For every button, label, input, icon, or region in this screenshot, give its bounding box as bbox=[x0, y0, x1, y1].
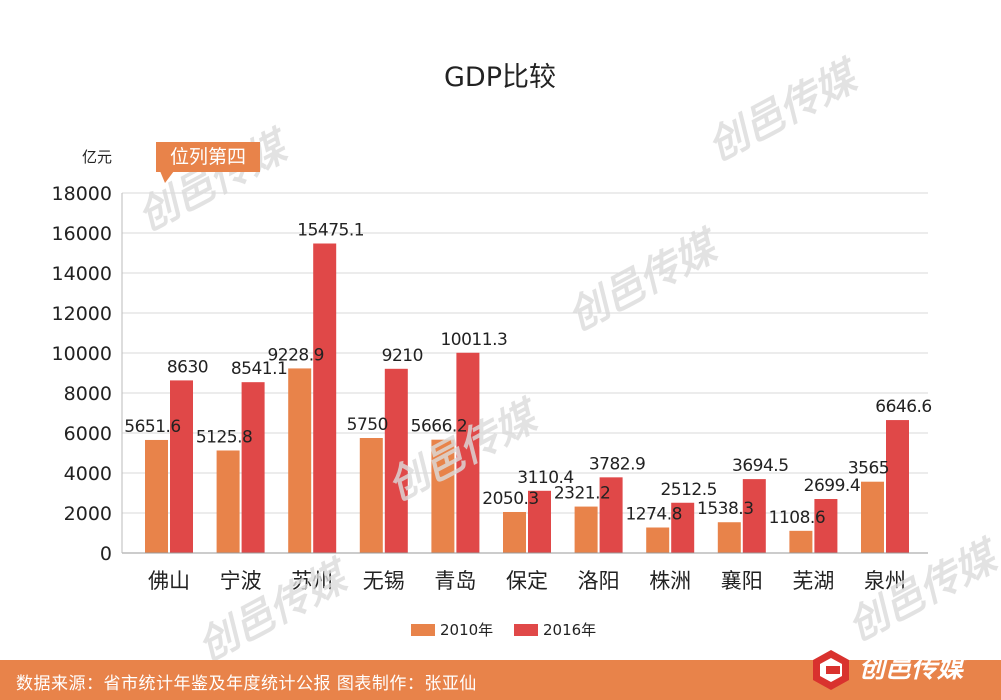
brand-logo-icon bbox=[813, 650, 849, 690]
y-axis-unit-label: 亿元 bbox=[82, 148, 112, 166]
bar-value-label: 5666.2 bbox=[411, 417, 467, 437]
gdp-chart: GDP比较 亿元 0 2000 4000 6000 8000 10000 12000 1400… bbox=[52, 62, 933, 639]
bar-value-label: 8541.1 bbox=[231, 359, 287, 379]
bar-2010 bbox=[574, 506, 598, 553]
x-tick-label: 襄阳 bbox=[721, 569, 763, 593]
y-tick-label: 14000 bbox=[52, 263, 112, 285]
y-tick-label: 18000 bbox=[52, 183, 112, 205]
bar-2010 bbox=[503, 511, 526, 553]
legend-label: 2016年 bbox=[543, 621, 596, 639]
bar-2016 bbox=[313, 243, 337, 554]
x-tick-label: 佛山 bbox=[148, 569, 190, 593]
bar-2016 bbox=[456, 352, 480, 553]
bar-2010 bbox=[145, 439, 168, 553]
bar-2010 bbox=[646, 527, 670, 553]
chart-title: GDP比较 bbox=[444, 62, 556, 93]
bar-2010 bbox=[861, 481, 884, 553]
bar-value-label: 5125.8 bbox=[196, 427, 252, 447]
y-tick-label: 4000 bbox=[64, 463, 112, 485]
bar-2016 bbox=[886, 420, 909, 553]
x-tick-label: 泉州 bbox=[864, 569, 906, 593]
chart-legend: 2010年 2016年 bbox=[411, 621, 596, 639]
x-tick-label: 宁波 bbox=[220, 569, 262, 593]
bar-2016 bbox=[384, 368, 408, 553]
legend-swatch bbox=[411, 624, 435, 636]
brand-name: 创邑传媒 bbox=[859, 654, 964, 684]
y-tick-label: 6000 bbox=[64, 423, 112, 445]
bar-value-label: 1538.3 bbox=[697, 499, 753, 519]
bar-2016 bbox=[241, 382, 265, 553]
bar-value-label: 9210 bbox=[382, 346, 423, 366]
bar-value-label: 3782.9 bbox=[589, 454, 645, 474]
bar-2016 bbox=[170, 380, 193, 553]
bar-2010 bbox=[789, 530, 813, 553]
bar-2010 bbox=[717, 522, 741, 553]
bar-2016 bbox=[671, 502, 695, 553]
x-tick-label: 苏州 bbox=[291, 569, 333, 593]
x-tick-label: 株洲 bbox=[649, 569, 691, 593]
annotation-callout: 位列第四 bbox=[156, 142, 260, 172]
bar-2016 bbox=[742, 479, 766, 553]
bar-2010 bbox=[216, 450, 240, 553]
bar-value-label: 3694.5 bbox=[732, 456, 788, 476]
x-tick-label: 青岛 bbox=[434, 569, 476, 593]
bar-2016 bbox=[599, 477, 623, 553]
bar-value-label: 1108.6 bbox=[769, 508, 825, 528]
bar-2016 bbox=[528, 490, 551, 553]
bar-value-label: 15475.1 bbox=[297, 220, 364, 240]
bar-value-label: 2512.5 bbox=[660, 480, 716, 500]
y-tick-label: 16000 bbox=[52, 223, 112, 245]
brand-logo-block: 创邑传媒 bbox=[809, 642, 989, 698]
bar-2010 bbox=[431, 439, 455, 553]
bar-value-label: 2699.4 bbox=[804, 476, 860, 496]
x-tick-label: 保定 bbox=[506, 569, 548, 593]
bar-value-label: 2050.3 bbox=[482, 489, 538, 509]
bar-value-label: 9228.9 bbox=[267, 345, 323, 365]
bar-value-label: 3565 bbox=[848, 459, 889, 479]
footer-source-text: 数据来源：省市统计年鉴及年度统计公报 图表制作：张亚仙 bbox=[16, 674, 477, 694]
bar-value-label: 5750 bbox=[347, 415, 388, 435]
bar-2010 bbox=[359, 438, 383, 553]
bar-value-label: 2321.2 bbox=[554, 484, 610, 504]
bar-value-label: 10011.3 bbox=[440, 330, 507, 350]
y-tick-label: 8000 bbox=[64, 383, 112, 405]
legend-label: 2010年 bbox=[440, 621, 493, 639]
bar-2016 bbox=[814, 499, 838, 553]
bar-value-label: 1274.8 bbox=[625, 505, 681, 525]
bar-value-label: 6646.6 bbox=[875, 397, 931, 417]
x-tick-label: 芜湖 bbox=[792, 569, 834, 593]
y-tick-label: 10000 bbox=[52, 343, 112, 365]
bar-value-label: 8630 bbox=[167, 357, 208, 377]
legend-swatch bbox=[514, 624, 538, 636]
y-tick-label: 0 bbox=[100, 543, 112, 565]
bar-value-label: 5651.6 bbox=[124, 417, 180, 437]
y-tick-label: 2000 bbox=[64, 503, 112, 525]
bar-2010 bbox=[288, 368, 312, 553]
x-tick-label: 无锡 bbox=[363, 569, 405, 593]
bar-value-label: 3110.4 bbox=[517, 468, 573, 488]
annotation-callout-tail bbox=[160, 171, 174, 183]
x-tick-label: 洛阳 bbox=[578, 569, 620, 593]
y-tick-label: 12000 bbox=[52, 303, 112, 325]
